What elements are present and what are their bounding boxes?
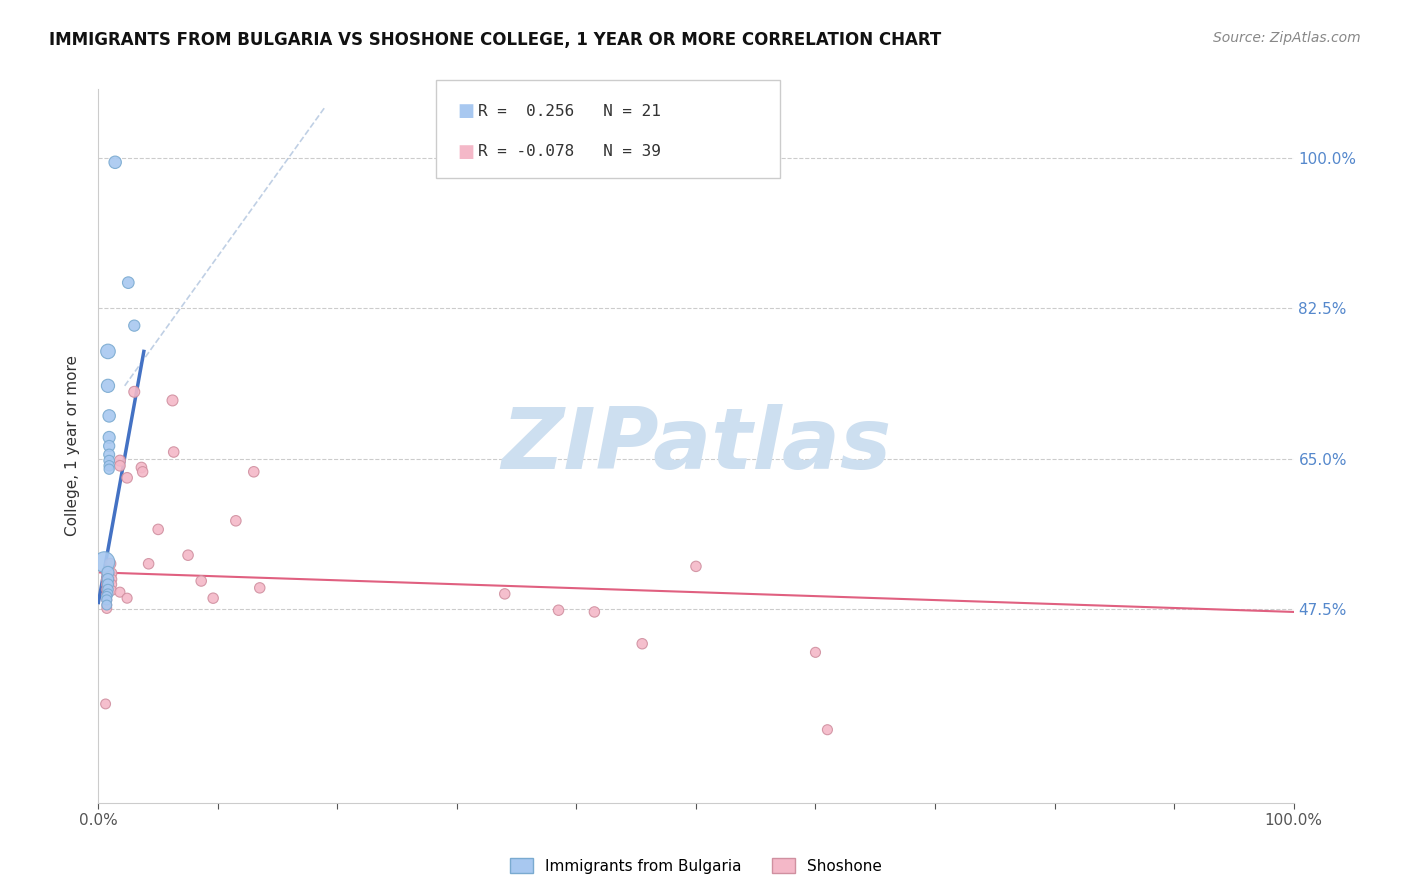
Point — [96, 593, 118, 607]
Point — [685, 559, 707, 574]
Point — [115, 591, 138, 606]
Point — [202, 591, 225, 606]
Point — [138, 557, 160, 571]
Text: ■: ■ — [457, 143, 474, 161]
Point — [93, 555, 115, 569]
Point — [98, 458, 121, 473]
Point — [96, 590, 118, 604]
Point — [815, 723, 838, 737]
Point — [100, 583, 122, 598]
Point — [96, 598, 118, 612]
Point — [104, 155, 127, 169]
Text: ■: ■ — [457, 103, 474, 120]
Point — [97, 379, 120, 393]
Point — [96, 582, 118, 597]
Point — [98, 430, 121, 444]
Point — [117, 276, 139, 290]
Point — [249, 581, 271, 595]
Point — [547, 603, 569, 617]
Point — [177, 548, 200, 562]
Point — [97, 577, 120, 591]
Point — [163, 445, 186, 459]
Point — [96, 588, 118, 602]
Y-axis label: College, 1 year or more: College, 1 year or more — [65, 356, 80, 536]
Point — [98, 453, 121, 467]
Point — [98, 462, 121, 476]
Point — [97, 344, 120, 359]
Point — [96, 572, 118, 586]
Point — [225, 514, 247, 528]
Point — [96, 566, 118, 580]
Point — [98, 409, 121, 423]
Point — [100, 577, 122, 591]
Point — [94, 697, 117, 711]
Point — [190, 574, 212, 588]
Point — [97, 582, 120, 597]
Point — [97, 572, 120, 586]
Point — [494, 587, 516, 601]
Point — [162, 393, 184, 408]
Point — [98, 557, 122, 571]
Point — [96, 601, 118, 615]
Point — [100, 566, 122, 581]
Point — [124, 384, 146, 399]
Point — [98, 439, 121, 453]
Point — [96, 598, 118, 612]
Point — [97, 587, 120, 601]
Point — [108, 585, 131, 599]
Point — [131, 465, 153, 479]
Point — [108, 458, 131, 473]
Text: ZIPatlas: ZIPatlas — [501, 404, 891, 488]
Point — [631, 637, 654, 651]
Point — [243, 465, 266, 479]
Point — [96, 577, 118, 591]
Point — [108, 453, 131, 467]
Text: R = -0.078   N = 39: R = -0.078 N = 39 — [478, 145, 661, 159]
Legend: Immigrants from Bulgaria, Shoshone: Immigrants from Bulgaria, Shoshone — [510, 858, 882, 873]
Text: Source: ZipAtlas.com: Source: ZipAtlas.com — [1213, 31, 1361, 45]
Point — [804, 645, 827, 659]
Point — [98, 448, 121, 462]
Point — [148, 522, 170, 536]
Point — [583, 605, 606, 619]
Text: IMMIGRANTS FROM BULGARIA VS SHOSHONE COLLEGE, 1 YEAR OR MORE CORRELATION CHART: IMMIGRANTS FROM BULGARIA VS SHOSHONE COL… — [49, 31, 942, 49]
Point — [131, 460, 153, 475]
Point — [96, 593, 118, 607]
Text: R =  0.256   N = 21: R = 0.256 N = 21 — [478, 104, 661, 119]
Point — [124, 318, 146, 333]
Point — [100, 572, 122, 586]
Point — [97, 566, 120, 580]
Point — [115, 471, 138, 485]
